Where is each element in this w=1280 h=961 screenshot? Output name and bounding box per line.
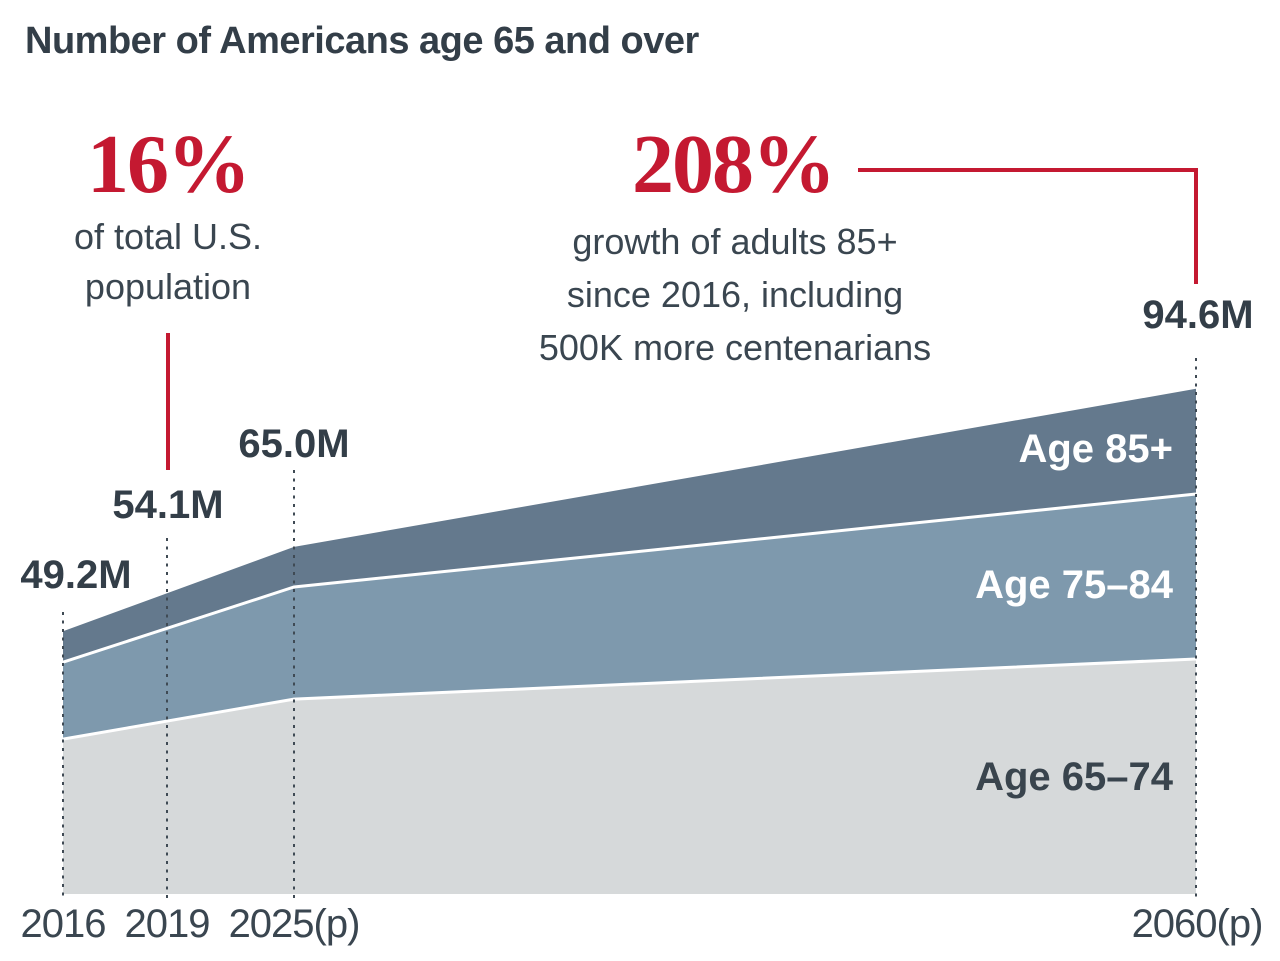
stat-16-caption: of total U.S. population [18,212,318,312]
callout-connector-208pct [858,168,1198,284]
stat-16-caption-line1: of total U.S. [73,216,263,257]
stat-16-percent: 16% [87,118,251,211]
band-age-65-74 [63,659,1196,894]
x-tick-2025: 2025(p) [228,902,361,946]
band-age-75-84 [63,494,1196,740]
x-tick-2019: 2019 [124,902,211,946]
value-label-2019: 54.1M [112,483,224,527]
value-label-2060: 94.6M [1142,293,1254,337]
band-label-age-65-74: Age 65–74 [975,755,1173,799]
band-boundary-line [62,657,1197,741]
value-label-2025: 65.0M [238,422,350,466]
stat-16-caption-line2: population [84,266,252,307]
stat-208-caption-line2: since 2016, including [566,274,904,315]
band-label-age-85plus: Age 85+ [1018,427,1173,471]
band-age-85plus [63,388,1196,663]
x-tick-2060: 2060(p) [1131,902,1264,946]
chart-title: Number of Americans age 65 and over [25,20,699,62]
stat-208-caption-line1: growth of adults 85+ [572,221,898,262]
band-boundary-line [62,492,1197,664]
stat-208-percent: 208% [632,118,836,211]
stat-208-caption-line3: 500K more centenarians [538,327,932,368]
x-tick-2016: 2016 [20,902,107,946]
stat-208-caption: growth of adults 85+ since 2016, includi… [510,215,960,374]
value-label-2016: 49.2M [20,553,132,597]
band-label-age-75-84: Age 75–84 [975,563,1173,607]
